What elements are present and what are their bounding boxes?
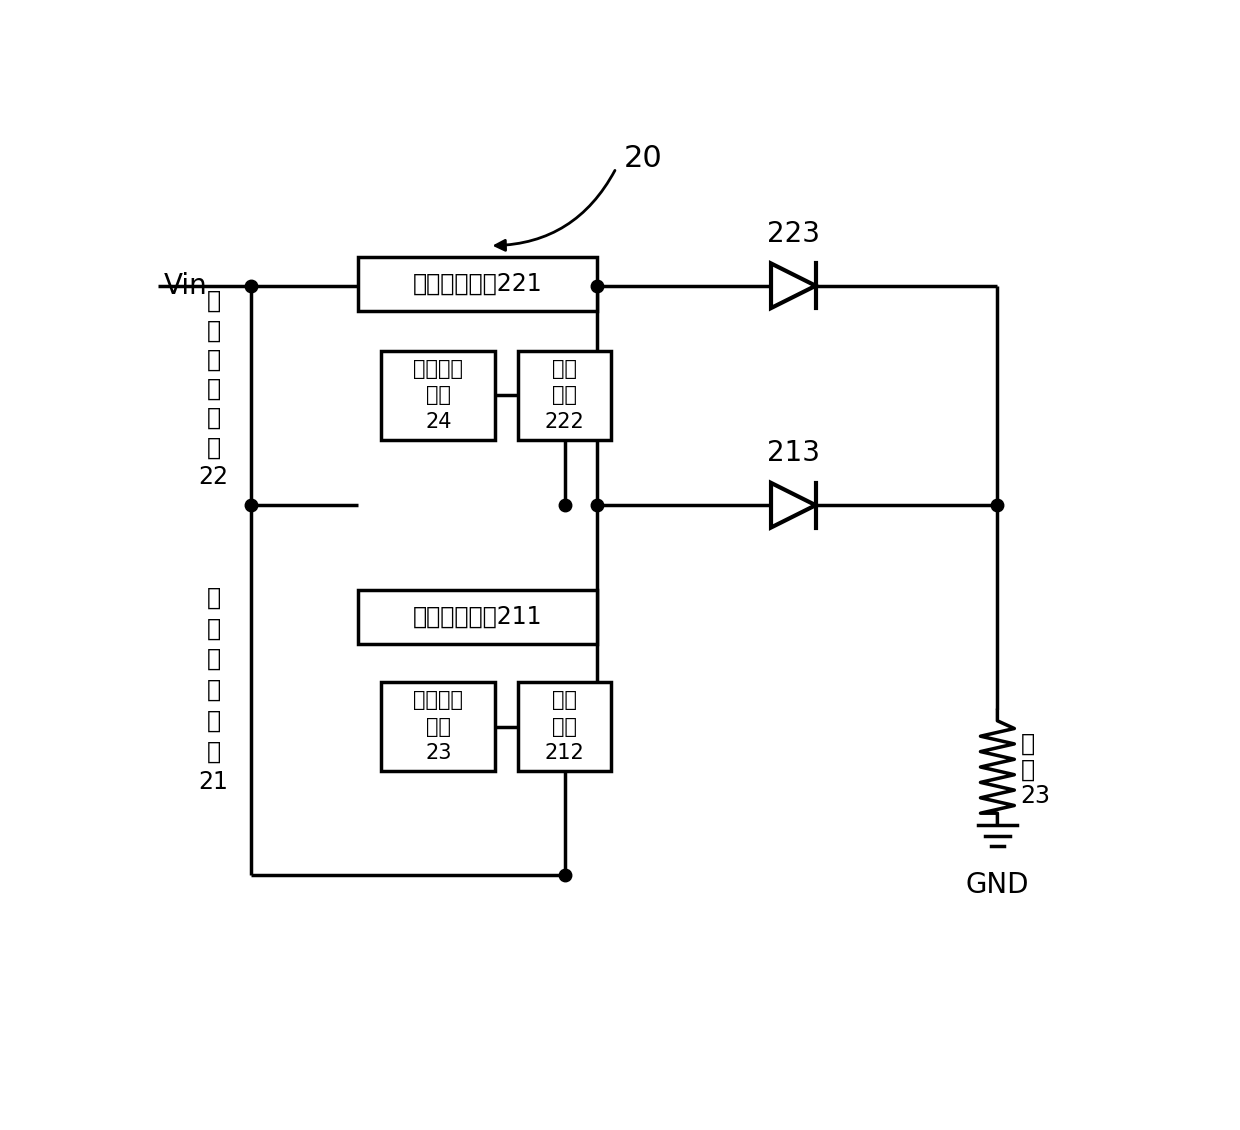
Bar <box>358 590 596 644</box>
Text: 载: 载 <box>1021 758 1034 782</box>
Text: 路: 路 <box>207 435 221 460</box>
Text: 22: 22 <box>198 464 228 488</box>
Text: 第: 第 <box>207 585 221 609</box>
Text: 第一儲能模块211: 第一儲能模块211 <box>413 605 542 629</box>
Text: 压: 压 <box>207 377 221 401</box>
Text: 压: 压 <box>207 678 221 702</box>
Text: 第三儲能模块221: 第三儲能模块221 <box>413 272 542 296</box>
Text: 一: 一 <box>207 616 221 641</box>
Text: 负: 负 <box>1021 732 1034 756</box>
Bar <box>382 351 495 440</box>
Text: 电: 电 <box>207 709 221 732</box>
Bar <box>518 683 611 771</box>
Bar <box>358 258 596 311</box>
Bar <box>518 351 611 440</box>
Text: 升: 升 <box>207 647 221 671</box>
Text: 21: 21 <box>198 771 228 794</box>
Text: 二: 二 <box>207 319 221 342</box>
Text: 电: 电 <box>207 406 221 431</box>
Text: 第一控制
模块
23: 第一控制 模块 23 <box>413 690 464 763</box>
Text: 路: 路 <box>207 740 221 764</box>
Text: 第一
开关
212: 第一 开关 212 <box>544 690 584 763</box>
Text: 升: 升 <box>207 348 221 372</box>
Text: 20: 20 <box>624 145 662 173</box>
Text: 213: 213 <box>766 440 820 468</box>
Text: 第二
开关
222: 第二 开关 222 <box>544 359 584 432</box>
Text: 第: 第 <box>207 289 221 313</box>
Text: GND: GND <box>966 871 1029 899</box>
Text: 23: 23 <box>1021 784 1050 808</box>
Bar <box>382 683 495 771</box>
Text: 223: 223 <box>766 220 820 247</box>
Text: 第二控制
模块
24: 第二控制 模块 24 <box>413 359 464 432</box>
Text: Vin: Vin <box>164 271 208 299</box>
